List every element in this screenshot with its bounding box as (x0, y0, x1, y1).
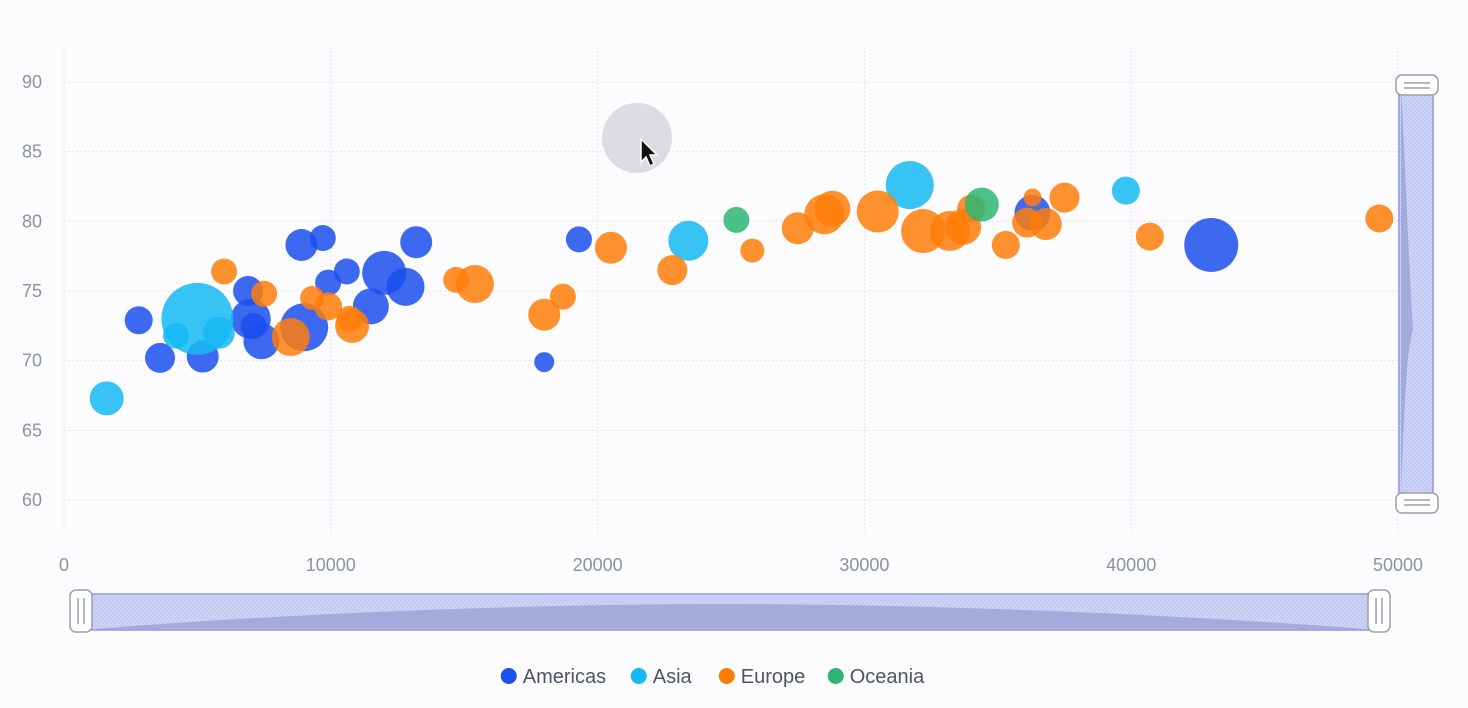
y-tick-label: 60 (22, 490, 42, 510)
data-point[interactable] (594, 231, 627, 264)
y-tick-label: 85 (22, 142, 42, 162)
legend-marker (718, 668, 735, 684)
click-highlight (602, 103, 672, 173)
x-tick-label: 50000 (1373, 555, 1423, 575)
data-point[interactable] (333, 258, 360, 285)
data-point[interactable] (1365, 204, 1394, 233)
legend-item-asia[interactable]: Asia (630, 666, 693, 688)
data-point[interactable] (1049, 182, 1080, 213)
data-point[interactable] (991, 230, 1020, 259)
data-point[interactable] (202, 316, 235, 349)
cursor-arrow-icon (640, 137, 659, 168)
data-point[interactable] (549, 283, 576, 310)
x-tick-label: 30000 (839, 555, 889, 575)
y-tick-label: 70 (22, 351, 42, 371)
data-points (89, 161, 1394, 416)
x-zoom-handle-left[interactable] (69, 589, 93, 633)
data-point[interactable] (124, 306, 153, 335)
data-point[interactable] (285, 228, 318, 261)
y-zoom-distribution (1401, 90, 1413, 496)
data-point[interactable] (534, 352, 555, 373)
x-tick-label: 10000 (306, 555, 356, 575)
y-zoom-handle-bottom[interactable] (1395, 492, 1439, 514)
data-point[interactable] (723, 206, 750, 233)
data-point[interactable] (251, 280, 278, 307)
data-point[interactable] (1135, 222, 1164, 251)
data-point[interactable] (386, 267, 425, 306)
x-tick-label: 0 (59, 555, 69, 575)
y-axis: 60 65 70 75 80 85 90 (22, 72, 42, 510)
data-point[interactable] (1184, 217, 1239, 272)
data-point[interactable] (455, 265, 494, 304)
legend-label: Oceania (850, 666, 925, 688)
series-asia (89, 161, 1140, 416)
data-point[interactable] (211, 258, 238, 285)
data-point[interactable] (1029, 208, 1062, 241)
data-point[interactable] (856, 190, 899, 233)
data-point[interactable] (528, 298, 561, 331)
legend-label: Asia (653, 666, 693, 688)
data-point[interactable] (657, 255, 688, 286)
legend-marker (827, 668, 844, 684)
series-americas (124, 194, 1239, 373)
y-zoom-handle-top[interactable] (1395, 74, 1439, 96)
x-tick-label: 40000 (1106, 555, 1156, 575)
x-zoom-handle-right[interactable] (1367, 589, 1391, 633)
legend-label: Americas (523, 666, 606, 688)
legend-item-oceania[interactable]: Oceania (827, 666, 925, 688)
data-point[interactable] (668, 220, 709, 261)
data-point[interactable] (740, 238, 765, 263)
y-tick-label: 80 (22, 211, 42, 231)
data-point[interactable] (309, 225, 336, 252)
legend: Americas Asia Europe Oceania (500, 666, 925, 688)
data-point[interactable] (1111, 176, 1140, 205)
data-point[interactable] (145, 342, 176, 373)
legend-marker (500, 668, 517, 684)
data-point[interactable] (271, 318, 310, 357)
data-point[interactable] (336, 305, 363, 332)
data-point[interactable] (314, 292, 343, 321)
data-point[interactable] (1023, 188, 1042, 207)
legend-item-americas[interactable]: Americas (500, 666, 606, 688)
data-point[interactable] (240, 312, 267, 339)
x-tick-label: 20000 (573, 555, 623, 575)
x-zoom-distribution (82, 604, 1378, 630)
data-point[interactable] (89, 381, 124, 416)
legend-marker (630, 668, 647, 684)
x-zoom-slider[interactable] (69, 589, 1391, 633)
legend-item-europe[interactable]: Europe (718, 666, 806, 688)
data-point[interactable] (964, 187, 999, 222)
data-point[interactable] (400, 226, 433, 259)
data-point[interactable] (814, 190, 851, 227)
x-axis: 0 10000 20000 30000 40000 50000 (59, 555, 1423, 575)
y-tick-label: 90 (22, 72, 42, 92)
legend-label: Europe (741, 666, 806, 688)
data-point[interactable] (565, 226, 592, 253)
data-point[interactable] (885, 161, 934, 210)
y-zoom-slider[interactable] (1395, 74, 1439, 514)
mouse-cursor (602, 103, 672, 173)
y-tick-label: 75 (22, 281, 42, 301)
series-oceania (723, 187, 999, 233)
data-point[interactable] (315, 269, 342, 296)
y-tick-label: 65 (22, 420, 42, 440)
